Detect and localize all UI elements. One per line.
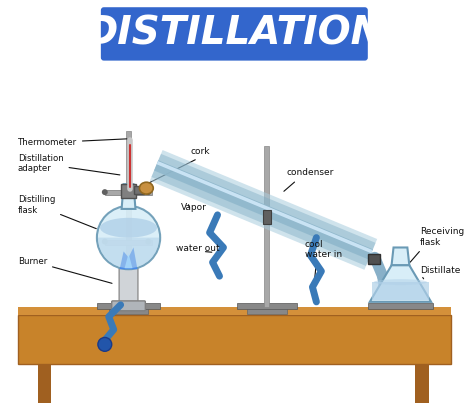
Bar bbox=[368, 254, 380, 264]
Bar bbox=[37, 365, 51, 403]
Text: DISTILLATION: DISTILLATION bbox=[85, 15, 383, 53]
Circle shape bbox=[146, 239, 151, 245]
Polygon shape bbox=[125, 254, 133, 268]
Text: Distilling
flask: Distilling flask bbox=[18, 195, 96, 229]
Ellipse shape bbox=[374, 279, 427, 285]
Text: Distillation
adapter: Distillation adapter bbox=[18, 154, 120, 175]
Bar bbox=[105, 190, 152, 195]
Polygon shape bbox=[392, 247, 410, 265]
Bar bbox=[263, 210, 271, 224]
Bar bbox=[109, 307, 148, 314]
Circle shape bbox=[102, 239, 108, 245]
Bar bbox=[247, 307, 287, 314]
Bar bbox=[237, 303, 297, 309]
Bar bbox=[105, 240, 152, 245]
Bar bbox=[120, 184, 137, 198]
FancyBboxPatch shape bbox=[101, 7, 368, 61]
Text: condenser: condenser bbox=[287, 168, 334, 177]
Bar bbox=[368, 303, 433, 309]
Text: Distillate: Distillate bbox=[420, 266, 461, 275]
Bar bbox=[415, 365, 429, 403]
Bar bbox=[18, 315, 451, 364]
Ellipse shape bbox=[100, 218, 157, 238]
Bar bbox=[18, 307, 451, 315]
Bar bbox=[97, 303, 160, 309]
Text: Receiving
flask: Receiving flask bbox=[420, 227, 465, 247]
Bar bbox=[264, 146, 269, 307]
FancyBboxPatch shape bbox=[119, 268, 138, 303]
Circle shape bbox=[146, 189, 151, 195]
Wedge shape bbox=[98, 238, 159, 268]
Bar bbox=[126, 131, 131, 307]
Polygon shape bbox=[372, 282, 429, 300]
Text: cork: cork bbox=[191, 147, 210, 156]
Circle shape bbox=[98, 337, 112, 351]
Text: water out: water out bbox=[176, 245, 219, 254]
Text: Thermometer: Thermometer bbox=[18, 138, 127, 147]
FancyBboxPatch shape bbox=[112, 301, 146, 311]
Text: Vapor: Vapor bbox=[181, 203, 207, 212]
Polygon shape bbox=[122, 184, 136, 209]
Ellipse shape bbox=[97, 206, 160, 269]
Circle shape bbox=[102, 189, 108, 195]
Polygon shape bbox=[119, 247, 137, 269]
Ellipse shape bbox=[139, 182, 153, 194]
Polygon shape bbox=[370, 265, 431, 302]
Text: Burner: Burner bbox=[18, 257, 112, 283]
Text: cool
water in: cool water in bbox=[304, 240, 342, 259]
Bar bbox=[135, 186, 145, 194]
